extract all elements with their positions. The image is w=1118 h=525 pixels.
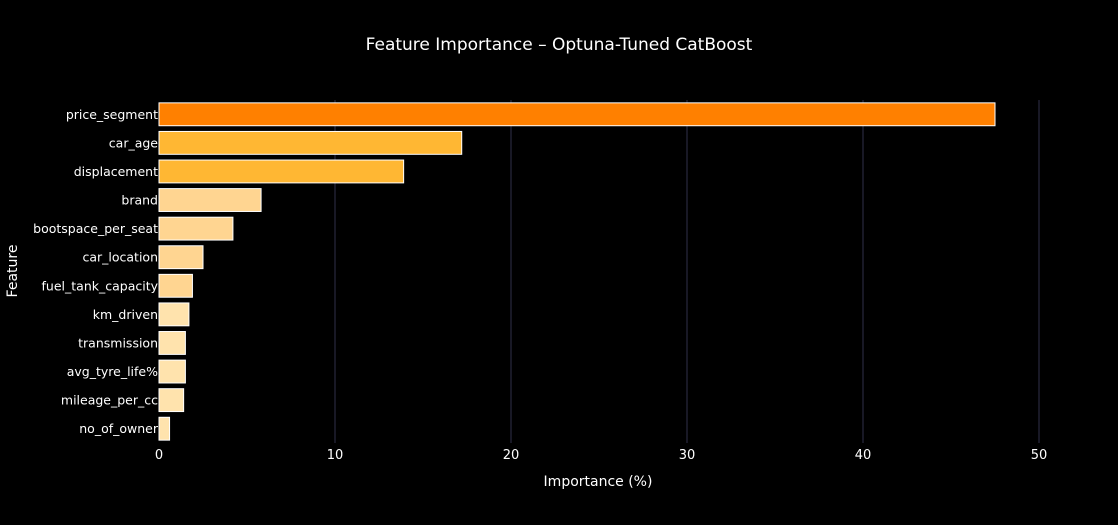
y-tick-label: displacement xyxy=(74,164,158,179)
bar-avg-tyre-life-[interactable] xyxy=(158,359,186,384)
x-tick-labels: 0 10 20 30 40 50 xyxy=(155,448,1047,463)
x-tick-label: 50 xyxy=(1031,448,1048,463)
bar-brand[interactable] xyxy=(158,188,262,212)
y-tick-label: fuel_tank_capacity xyxy=(42,278,159,293)
chart-title: Feature Importance – Optuna-Tuned CatBoo… xyxy=(366,35,753,55)
y-tick-label: price_segment xyxy=(66,107,158,122)
gridlines xyxy=(334,100,1040,443)
bar-bootspace-per-seat[interactable] xyxy=(158,216,234,241)
y-tick-label: avg_tyre_life% xyxy=(67,364,158,379)
y-tick-label: transmission xyxy=(78,335,158,350)
y-tick-label: car_age xyxy=(109,135,159,150)
bar-transmission[interactable] xyxy=(158,331,186,355)
y-tick-label: km_driven xyxy=(93,307,158,322)
bar-km-driven[interactable] xyxy=(158,302,190,327)
x-tick-label: 10 xyxy=(327,448,344,463)
y-axis-label: Feature xyxy=(5,245,21,298)
bar-mileage-per-cc[interactable] xyxy=(158,388,185,413)
bar-fuel-tank-capacity[interactable] xyxy=(158,273,193,298)
bar-displacement[interactable] xyxy=(158,159,405,184)
x-tick-label: 20 xyxy=(503,448,520,463)
bar-price-segment[interactable] xyxy=(158,102,996,127)
x-axis-label: Importance (%) xyxy=(544,474,653,490)
bar-car-location[interactable] xyxy=(158,245,204,270)
bar-car-age[interactable] xyxy=(158,130,463,155)
y-tick-labels: price_segment car_age displacement brand boo… xyxy=(33,107,159,436)
x-tick-label: 40 xyxy=(855,448,872,463)
y-tick-label: brand xyxy=(121,193,158,208)
x-tick-label: 0 xyxy=(155,448,163,463)
bar-no-of-owner[interactable] xyxy=(158,416,171,441)
bars xyxy=(158,102,996,441)
y-tick-label: no_of_owner xyxy=(79,421,159,436)
y-tick-label: car_location xyxy=(82,250,158,265)
y-tick-label: mileage_per_cc xyxy=(61,393,158,408)
y-tick-label: bootspace_per_seat xyxy=(33,221,158,236)
x-tick-label: 30 xyxy=(679,448,696,463)
